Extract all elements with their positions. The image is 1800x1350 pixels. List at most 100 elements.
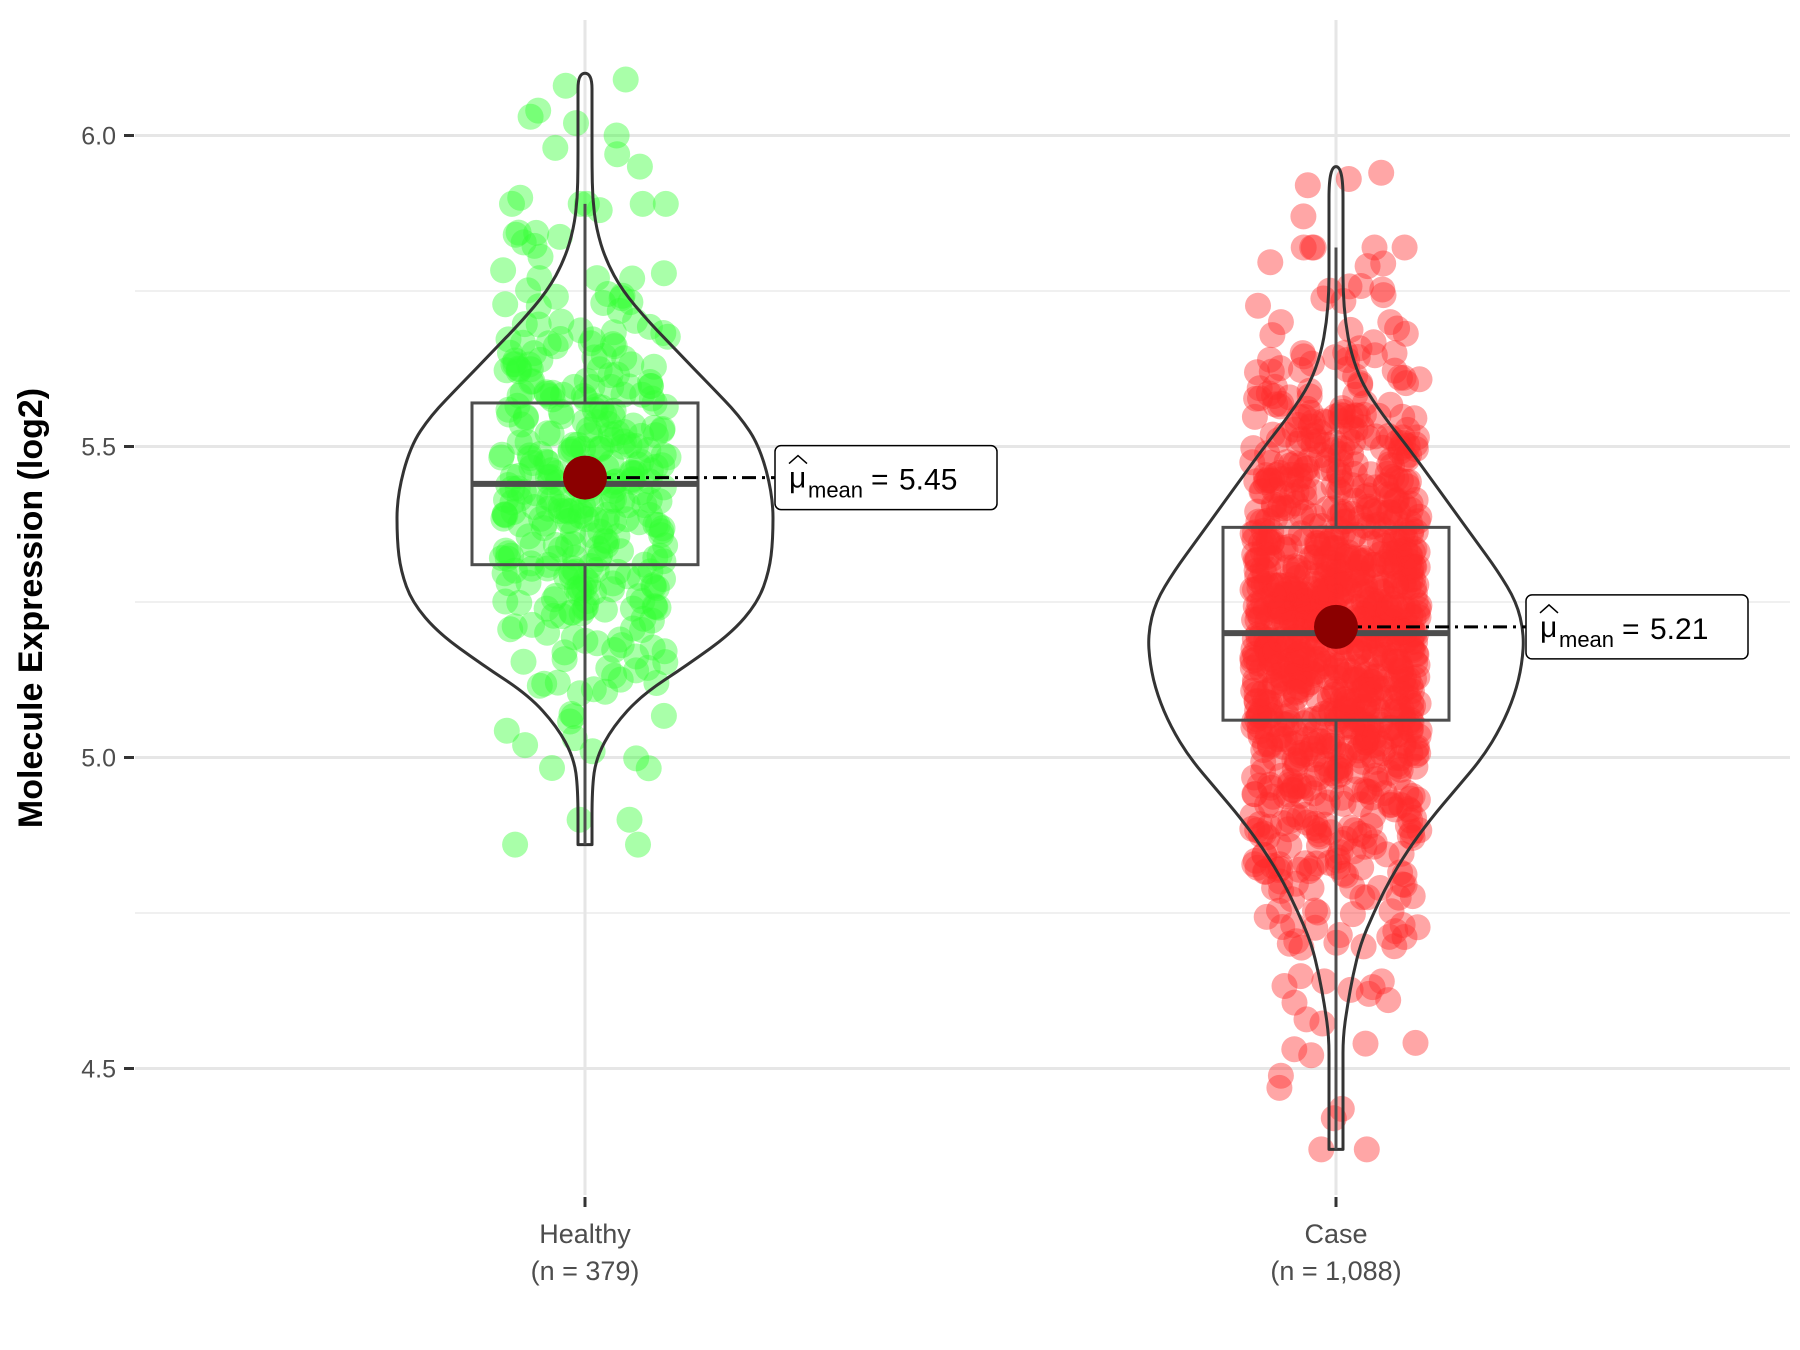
case-point [1267, 491, 1294, 518]
case-point [1277, 807, 1304, 834]
case-point [1320, 559, 1347, 586]
case-point [1284, 750, 1311, 777]
healthy-point [512, 404, 539, 431]
case-point [1290, 528, 1317, 555]
healthy-point [649, 417, 676, 444]
case-point [1397, 785, 1424, 812]
case-point [1404, 734, 1431, 761]
case-point [1398, 554, 1425, 581]
case-point [1250, 517, 1277, 544]
healthy-point [580, 676, 607, 703]
healthy-point [620, 615, 646, 642]
case-point [1241, 764, 1268, 791]
case-category-label: Case [1304, 1219, 1367, 1249]
healthy-point [583, 409, 610, 436]
case-point [1312, 545, 1339, 572]
case-point [1267, 855, 1294, 882]
case-point [1348, 664, 1375, 691]
case-point [1340, 838, 1367, 865]
case-point [1396, 509, 1423, 536]
case-point [1252, 688, 1278, 715]
case-point [1376, 594, 1403, 621]
case-point [1293, 1006, 1320, 1033]
case-point [1272, 695, 1299, 722]
case-point [1338, 500, 1365, 527]
case-point [1366, 588, 1393, 615]
case-point [1239, 654, 1266, 681]
healthy-point [547, 536, 574, 563]
case-point [1373, 471, 1399, 498]
case-point [1392, 675, 1419, 702]
healthy-outlier-point [566, 806, 593, 833]
case-point [1394, 710, 1421, 737]
healthy-point [535, 330, 562, 357]
case-point [1296, 377, 1323, 404]
case-point [1382, 572, 1409, 599]
case-point [1356, 495, 1383, 522]
healthy-point [637, 373, 664, 399]
healthy-point [587, 518, 614, 545]
case-point [1362, 593, 1388, 620]
case-point [1321, 495, 1348, 522]
case-point [1260, 491, 1287, 518]
case-point [1281, 416, 1308, 443]
case-point [1361, 833, 1387, 860]
case-point [1371, 645, 1398, 672]
case-point [1350, 588, 1377, 615]
case-mean-label-box [1525, 594, 1749, 660]
case-point [1305, 562, 1332, 589]
case-point [1378, 447, 1405, 473]
case-point [1265, 427, 1292, 453]
healthy-point [592, 527, 619, 554]
case-point [1364, 574, 1391, 601]
healthy-point [623, 745, 650, 772]
healthy-point [507, 511, 534, 538]
case-point [1303, 741, 1330, 768]
healthy-point [490, 257, 517, 284]
case-point [1290, 642, 1316, 669]
case-point [1254, 632, 1281, 659]
case-point [1252, 462, 1279, 489]
healthy-point [597, 362, 624, 389]
case-point [1271, 656, 1298, 683]
healthy-point [616, 373, 642, 400]
healthy-point [492, 291, 519, 318]
case-point [1282, 553, 1309, 580]
case-point [1320, 457, 1347, 484]
case-point [1373, 594, 1400, 621]
case-point [1361, 663, 1388, 690]
healthy-point [567, 317, 594, 344]
case-point [1305, 646, 1332, 673]
healthy-point [539, 755, 565, 781]
healthy-point [512, 403, 539, 430]
case-point [1382, 744, 1408, 771]
healthy-point [495, 540, 522, 567]
healthy-point [506, 485, 533, 512]
case-point [1403, 571, 1430, 598]
case-point [1306, 823, 1333, 850]
case-point [1253, 634, 1280, 661]
case-point [1301, 815, 1327, 841]
case-point [1327, 401, 1354, 428]
healthy-point [558, 497, 585, 524]
case-point [1241, 671, 1268, 698]
case-point [1400, 692, 1427, 719]
healthy-point [599, 487, 626, 514]
case-point [1294, 395, 1321, 422]
case-point [1258, 358, 1285, 385]
case-point [1379, 463, 1406, 490]
case-point [1306, 418, 1333, 445]
case-point [1308, 704, 1335, 731]
case-point [1276, 575, 1303, 602]
case-point [1305, 532, 1332, 559]
case-point [1319, 535, 1346, 562]
case-point [1387, 745, 1414, 772]
case-point [1382, 595, 1409, 621]
case-point [1318, 582, 1345, 609]
case-point [1405, 604, 1432, 631]
healthy-point [568, 498, 595, 525]
case-point [1256, 813, 1283, 840]
case-point [1327, 839, 1354, 866]
healthy-outlier-point [626, 153, 653, 180]
case-point [1327, 441, 1354, 468]
